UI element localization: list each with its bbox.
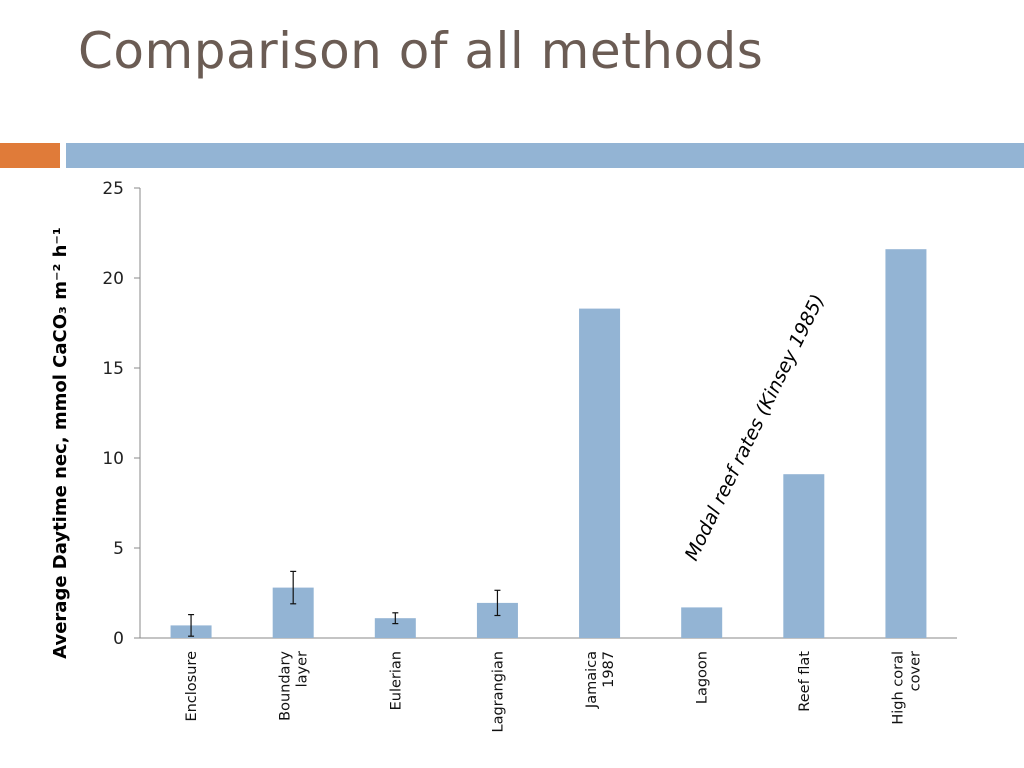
y-tick-label: 0	[113, 629, 124, 649]
x-category-label: Jamaica	[584, 651, 600, 709]
bar	[374, 618, 416, 638]
y-tick-label: 5	[113, 539, 124, 559]
y-tick-label: 25	[102, 179, 124, 199]
x-category-label: cover	[907, 651, 923, 691]
x-category-label: Lagrangian	[490, 651, 506, 733]
bar	[579, 308, 621, 638]
x-category-label: 1987	[601, 651, 617, 688]
x-category-label: Boundary	[278, 651, 294, 721]
x-category-label: Eulerian	[388, 651, 404, 710]
x-category-label: Enclosure	[184, 651, 200, 722]
slide-title: Comparison of all methods	[78, 22, 764, 80]
x-category-label: High coral	[890, 651, 906, 725]
accent-bar-blue	[66, 143, 1024, 168]
y-axis-title: Average Daytime nec, mmol CaCO₃ m⁻² h⁻¹	[50, 227, 71, 659]
x-category-label: layer	[295, 651, 311, 687]
bar-chart: 0 5 10 15 20 25 Average Daytime nec, mmol CaCO…	[50, 179, 957, 733]
y-tick-label: 20	[102, 269, 124, 289]
bar	[885, 249, 927, 638]
bar	[681, 607, 723, 638]
x-category-label: Reef flat	[797, 651, 813, 712]
y-tick-label: 10	[102, 449, 124, 469]
y-tick-label: 15	[102, 359, 124, 379]
accent-bar-orange	[0, 143, 60, 168]
x-category-label: Lagoon	[695, 651, 711, 704]
bar	[783, 474, 825, 638]
